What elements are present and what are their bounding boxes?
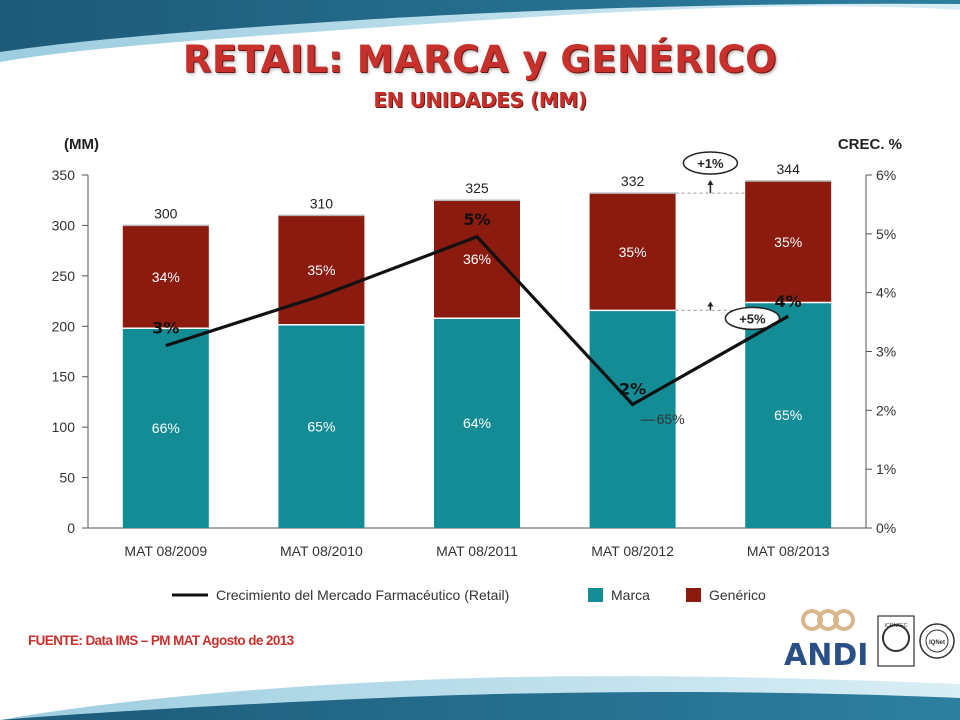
bar-generico [278, 215, 365, 325]
y-left-tick-label: 100 [52, 419, 76, 435]
legend: Crecimiento del Mercado Farmacéutico (Re… [172, 587, 766, 603]
y-right-ticks: 0% 1% 2% 3% 4% 5% 6% [866, 167, 896, 536]
annotation-bubble [682, 151, 739, 175]
bar-generico-label: 35% [619, 244, 647, 260]
y-left-tick-label: 350 [52, 167, 76, 183]
bar-generico [434, 200, 520, 319]
bar-generico-label: 34% [152, 269, 180, 285]
bar-total-label: 310 [310, 195, 334, 211]
growth-point-label: 3% [152, 319, 179, 338]
x-tick-label: MAT 08/2011 [436, 543, 518, 559]
growth-line: 3% 5% 2% 4% [152, 210, 802, 407]
bar-marca-label: 65% [774, 407, 802, 423]
bar-generico [589, 193, 676, 311]
bar-marca [278, 324, 365, 528]
annotation-label: +1% [697, 156, 724, 171]
legend-label-line: Crecimiento del Mercado Farmacéutico (Re… [216, 587, 509, 603]
bar-marca [589, 310, 676, 528]
legend-label-generico: Genérico [709, 587, 766, 603]
icontec-seal-text: ICONTEC [885, 623, 908, 629]
bottom-swoosh [0, 676, 960, 720]
y-right-tick-label: 2% [876, 402, 896, 418]
certification-seals: ICONTEC IQNet [877, 615, 955, 667]
growth-point-label: 4% [775, 292, 802, 311]
annotation-arrowhead [707, 301, 714, 307]
y-left-tick-label: 200 [52, 318, 76, 334]
annotation-bubble [724, 306, 781, 331]
y-left-tick-label: 0 [67, 520, 75, 536]
bar-marca-label: 64% [463, 415, 491, 431]
bar-marca [745, 302, 832, 528]
bar-total-label: 344 [777, 161, 801, 177]
y-left-label: (MM) [64, 136, 99, 153]
y-left-ticks: 0 50 100 150 200 250 300 350 [52, 167, 88, 536]
x-tick-labels: MAT 08/2009 MAT 08/2010 MAT 08/2011 MAT 08/… [124, 543, 829, 559]
bar-marca [434, 318, 520, 528]
x-tick-label: MAT 08/2009 [124, 543, 207, 559]
bars: 300 34% 310 35% 325 36% 332 35% 344 35% 66% 65% 64% 6… [122, 161, 832, 528]
y-right-tick-label: 5% [876, 226, 896, 242]
bar-total-label: 300 [154, 205, 178, 221]
iqnet-seal-text: IQNet [929, 640, 945, 646]
y-right-tick-label: 6% [876, 167, 896, 183]
bar-marca [122, 328, 209, 528]
bar-generico [745, 181, 832, 303]
y-right-tick-label: 1% [876, 461, 896, 477]
bar-marca-label: 66% [152, 420, 180, 436]
andi-logo-text: ANDI [784, 638, 868, 670]
bar-generico [122, 225, 209, 329]
bar-generico-label: 35% [774, 234, 802, 250]
growth-annotations: +1% +5% [675, 151, 781, 331]
growth-point-label: 5% [463, 210, 490, 229]
source-note: FUENTE: Data IMS – PM MAT Agosto de 2013 [28, 633, 294, 648]
y-right-label: CREC. % [838, 136, 902, 153]
growth-line-path [165, 234, 789, 407]
bar-generico-label: 35% [307, 262, 335, 278]
y-left-tick-label: 300 [52, 217, 76, 233]
growth-point-label: 2% [619, 379, 646, 398]
annotation-label: +5% [739, 311, 766, 326]
slide-subtitle: EN UNIDADES (MM) [373, 88, 587, 112]
bar-total-label: 325 [465, 180, 489, 196]
y-right-tick-label: 0% [876, 520, 896, 536]
slide-title: RETAIL: MARCA y GENÉRICO [182, 38, 778, 81]
legend-label-marca: Marca [611, 587, 650, 603]
x-tick-label: MAT 08/2012 [591, 543, 674, 559]
y-left-tick-label: 150 [52, 369, 76, 385]
bar-generico-label: 36% [463, 251, 491, 267]
y-left-tick-label: 50 [59, 470, 75, 486]
andi-logo-rings [801, 609, 855, 631]
legend-swatch-marca [588, 588, 603, 602]
chart: (MM) CREC. % 0 50 100 150 200 250 300 350 0% 1% 2… [52, 136, 902, 559]
annotation-arrowhead [707, 180, 714, 186]
andi-logo: ANDI ICONTEC IQNet [784, 609, 955, 670]
top-swoosh [0, 0, 960, 62]
bar-marca-label: 65% [657, 411, 685, 427]
bar-total-label: 332 [621, 173, 645, 189]
y-left-tick-label: 250 [52, 268, 76, 284]
x-tick-label: MAT 08/2010 [280, 543, 363, 559]
bar-marca-label: 65% [307, 418, 335, 434]
legend-swatch-generico [686, 588, 701, 602]
y-right-tick-label: 4% [876, 285, 896, 301]
y-right-tick-label: 3% [876, 344, 896, 360]
x-tick-label: MAT 08/2013 [747, 543, 830, 559]
